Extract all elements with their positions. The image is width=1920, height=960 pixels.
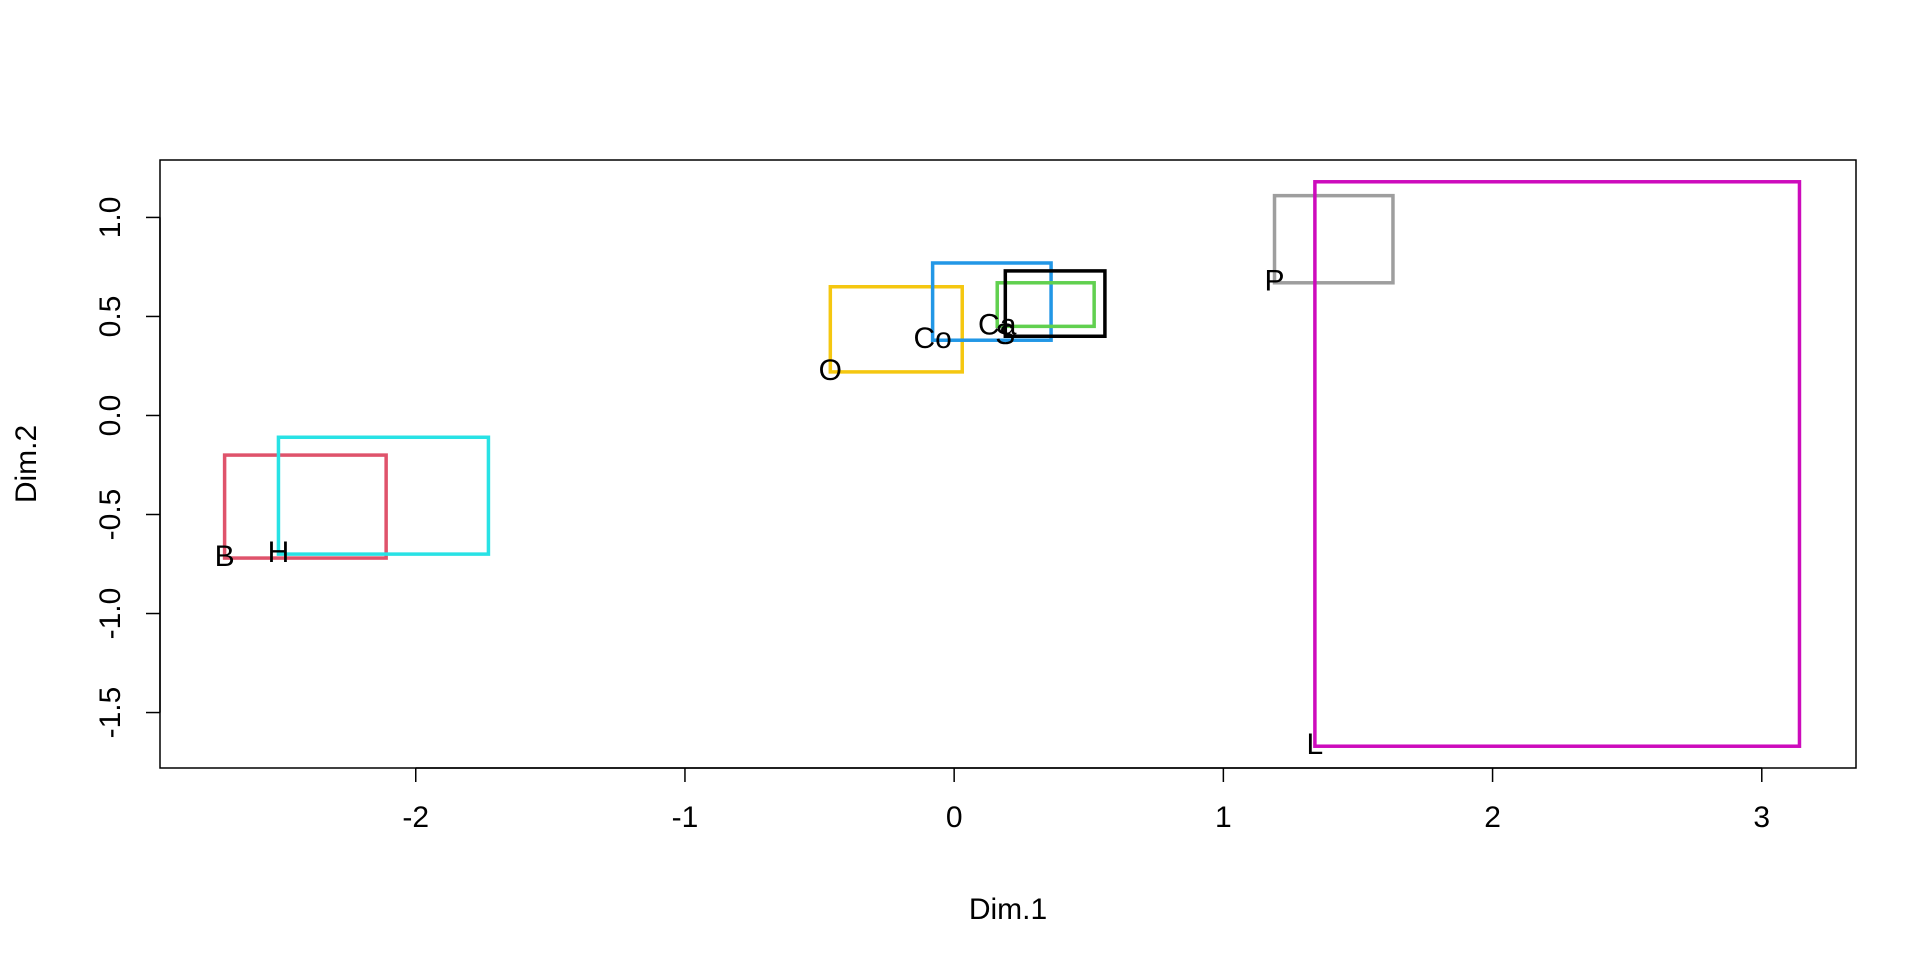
label-s: S <box>995 318 1015 351</box>
y-tick-label: -0.5 <box>94 489 127 541</box>
rect-co <box>930 261 1053 342</box>
rect-l <box>1313 180 1802 748</box>
rect-p <box>1272 193 1395 285</box>
y-tick-label: -1.0 <box>94 588 127 640</box>
label-l: L <box>1307 728 1324 761</box>
y-tick-label: 0.0 <box>94 395 127 437</box>
data-rectangles <box>222 180 1802 748</box>
x-tick-label: 3 <box>1753 801 1770 834</box>
rect-b <box>222 453 388 560</box>
y-tick-label: 0.5 <box>94 296 127 338</box>
y-tick-label: 1.0 <box>94 197 127 239</box>
label-ca: Ca <box>978 308 1017 341</box>
x-ticks: -2 -1 0 1 2 3 <box>402 768 1770 834</box>
label-b: B <box>215 540 235 573</box>
label-co: Co <box>913 322 951 355</box>
label-p: P <box>1265 265 1285 298</box>
plot-frame <box>159 159 1857 769</box>
x-tick-label: 1 <box>1215 801 1232 834</box>
y-ticks: -1.5 -1.0 -0.5 0.0 0.5 1.0 <box>94 197 160 739</box>
y-axis-title: Dim.2 <box>10 425 43 503</box>
y-tick-label: -1.5 <box>94 687 127 739</box>
rect-ca <box>995 281 1096 329</box>
x-tick-label: -2 <box>402 801 429 834</box>
label-h: H <box>268 536 290 569</box>
x-tick-label: 0 <box>946 801 963 834</box>
point-labels: B H O Co CaS P L <box>215 265 1324 761</box>
x-axis-title: Dim.1 <box>969 893 1047 926</box>
rect-o <box>828 284 964 374</box>
rect-h <box>276 435 491 556</box>
rect-s <box>1003 269 1107 339</box>
x-tick-label: 2 <box>1484 801 1501 834</box>
label-o: O <box>819 354 842 387</box>
x-tick-label: -1 <box>672 801 699 834</box>
